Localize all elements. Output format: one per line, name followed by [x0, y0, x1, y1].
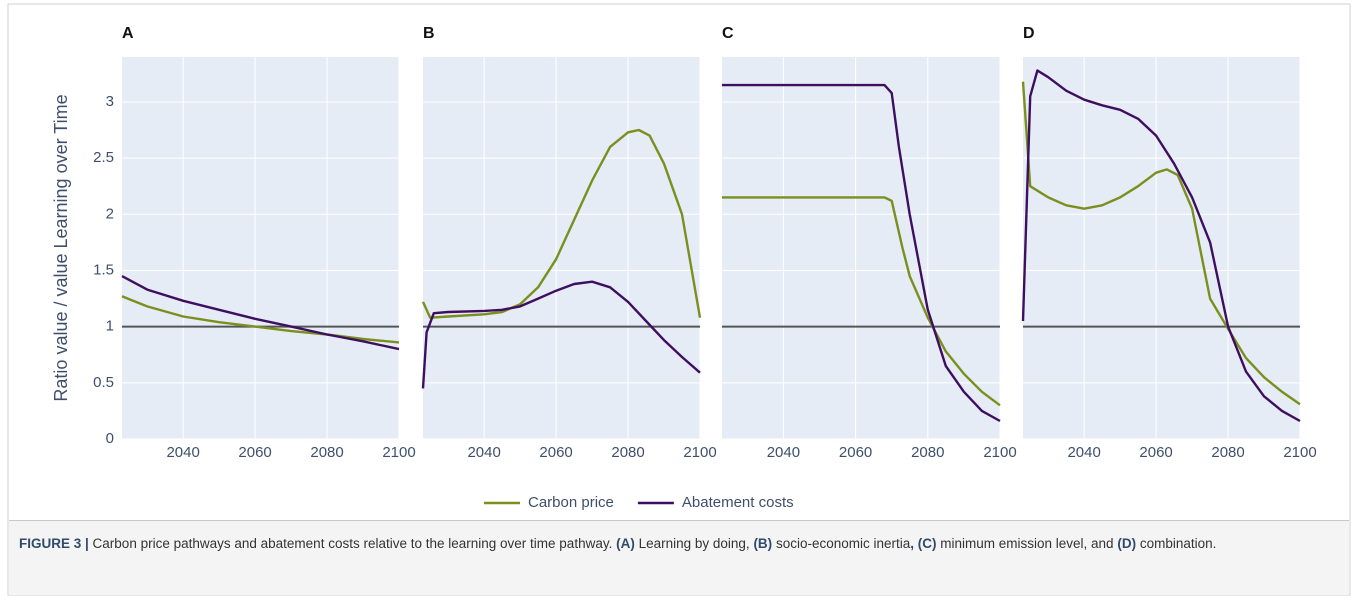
caption-part: minimum emission level, and: [936, 536, 1118, 551]
x-tick-label: 2100: [382, 444, 415, 461]
legend-label: Abatement costs: [682, 494, 794, 511]
panel-label: C: [722, 25, 734, 42]
caption-part: Learning by doing,: [634, 536, 754, 551]
plot-area: [1023, 57, 1300, 439]
plot-area: [122, 57, 399, 439]
caption-part: (D): [1117, 536, 1137, 551]
caption-part: , (C): [910, 536, 937, 551]
caption-part: Carbon price pathways and abatement cost…: [92, 536, 617, 551]
x-tick-label: 2060: [839, 444, 872, 461]
legend-label: Carbon price: [528, 494, 614, 511]
series-line: [722, 196, 1001, 407]
series-line: [1021, 69, 1301, 423]
x-tick-label: 2060: [1139, 444, 1172, 461]
y-tick-label: 2: [106, 205, 114, 222]
x-tick-label: 2100: [1283, 444, 1316, 461]
series-line: [421, 128, 702, 319]
y-tick-label: 1.5: [93, 261, 114, 278]
panel-label: D: [1023, 25, 1035, 42]
y-tick-label: 1: [106, 318, 114, 335]
y-tick-label: 0.5: [93, 374, 114, 391]
figure-border: [7, 3, 1351, 596]
x-tick-label: 2080: [310, 444, 343, 461]
y-tick-label: 0: [106, 430, 114, 447]
plot-area: [722, 57, 1000, 439]
x-tick-label: 2060: [238, 444, 271, 461]
x-tick-label: 2040: [166, 444, 199, 461]
x-tick-label: 2100: [683, 444, 716, 461]
caption-part: (A): [616, 536, 635, 551]
caption-part: (B): [753, 536, 773, 551]
series-line: [121, 295, 400, 344]
series-line: [121, 275, 400, 351]
series-line: [1021, 81, 1301, 406]
panel-label: B: [423, 25, 435, 42]
y-tick-label: 3: [106, 93, 114, 110]
y-axis-label: Ratio value / value Learning over Time: [51, 94, 71, 401]
x-tick-label: 2060: [539, 444, 572, 461]
x-tick-label: 2080: [911, 444, 944, 461]
series-line: [722, 83, 1001, 423]
panel-label: A: [122, 25, 134, 42]
series-line: [421, 280, 701, 389]
x-tick-label: 2040: [1067, 444, 1100, 461]
caption-part: socio-economic inertia: [772, 536, 911, 551]
y-tick-label: 2.5: [93, 149, 114, 166]
x-tick-label: 2080: [1211, 444, 1244, 461]
caption: FIGURE 3 | Carbon price pathways and aba…: [9, 520, 1349, 595]
x-tick-label: 2040: [467, 444, 500, 461]
x-tick-label: 2040: [767, 444, 800, 461]
caption-part: FIGURE 3 |: [19, 536, 93, 551]
x-tick-label: 2080: [611, 444, 644, 461]
caption-part: combination.: [1136, 536, 1217, 551]
x-tick-label: 2100: [983, 444, 1016, 461]
